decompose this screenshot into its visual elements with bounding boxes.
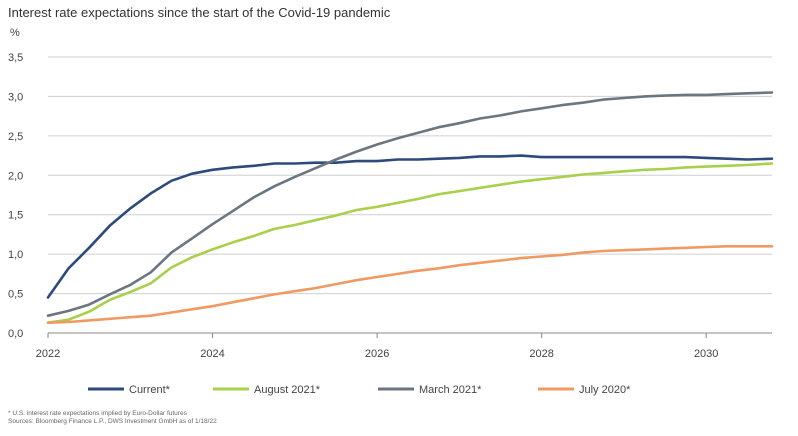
chart-title: Interest rate expectations since the sta…: [8, 5, 391, 20]
footnote-line-2: Sources: Bloomberg Finance L.P., DWS Inv…: [8, 418, 217, 425]
footnote: * U.S. interest rate expectations implie…: [8, 410, 217, 426]
y-tick-label: 1,5: [8, 210, 23, 222]
y-tick-label: 2,0: [8, 170, 23, 182]
grid-lines: [48, 56, 772, 334]
x-tick-label: 2028: [529, 348, 553, 360]
series-line-august-2021: [46, 162, 774, 325]
x-tick-label: 2024: [200, 348, 224, 360]
y-axis-ticks: 0,0 0,5 1,0 1,5 2,0 2,5 3,0 3,5: [8, 52, 23, 340]
y-tick-label: 1,0: [8, 249, 23, 261]
y-tick-label: 2,5: [8, 131, 23, 143]
x-tick-label: 2022: [36, 348, 60, 360]
legend-label: Current*: [129, 384, 171, 396]
y-tick-label: 3,0: [8, 91, 23, 103]
x-tick-label: 2026: [365, 348, 389, 360]
legend-label: March 2021*: [419, 384, 482, 396]
series-line-current: [46, 154, 774, 299]
series-line-july-2020: [46, 245, 774, 325]
footnote-line-1: * U.S. interest rate expectations implie…: [8, 410, 187, 417]
series-line-march-2021: [46, 91, 774, 318]
legend-label: July 2020*: [579, 384, 631, 396]
y-tick-label: 3,5: [8, 52, 23, 64]
legend: Current* August 2021* March 2021* July 2020…: [88, 384, 631, 396]
y-axis-unit-label: %: [10, 27, 20, 39]
x-axis-ticks: 2022 2024 2026 2028 2030: [36, 333, 718, 360]
x-tick-label: 2030: [694, 348, 718, 360]
legend-label: August 2021*: [254, 384, 321, 396]
y-tick-label: 0,0: [8, 328, 23, 340]
y-tick-label: 0,5: [8, 289, 23, 301]
series-lines: [46, 91, 774, 325]
